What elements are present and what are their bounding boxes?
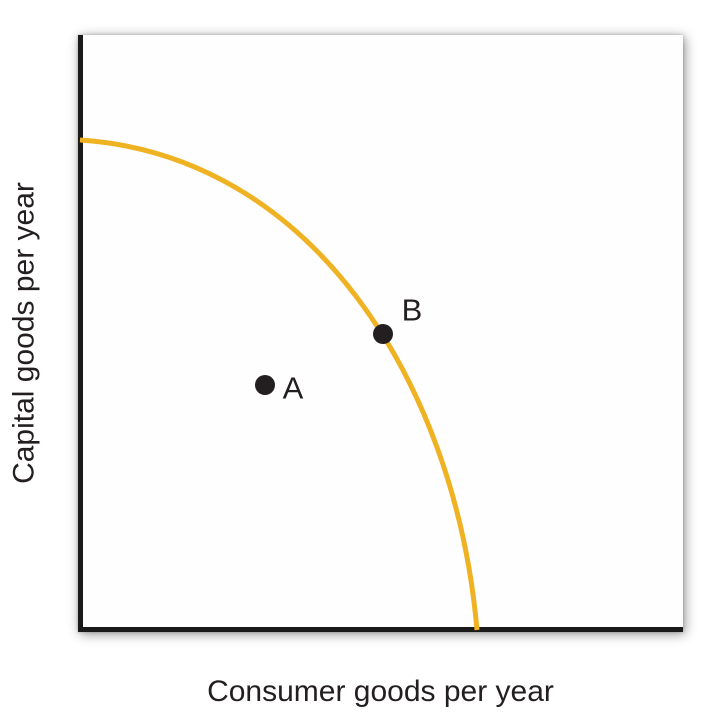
plot-area xyxy=(78,35,683,632)
x-axis-label: Consumer goods per year xyxy=(207,675,554,708)
y-axis-label: Capital goods per year xyxy=(7,182,41,484)
point-b-label: B xyxy=(401,292,423,328)
point-a-label: A xyxy=(282,370,304,406)
